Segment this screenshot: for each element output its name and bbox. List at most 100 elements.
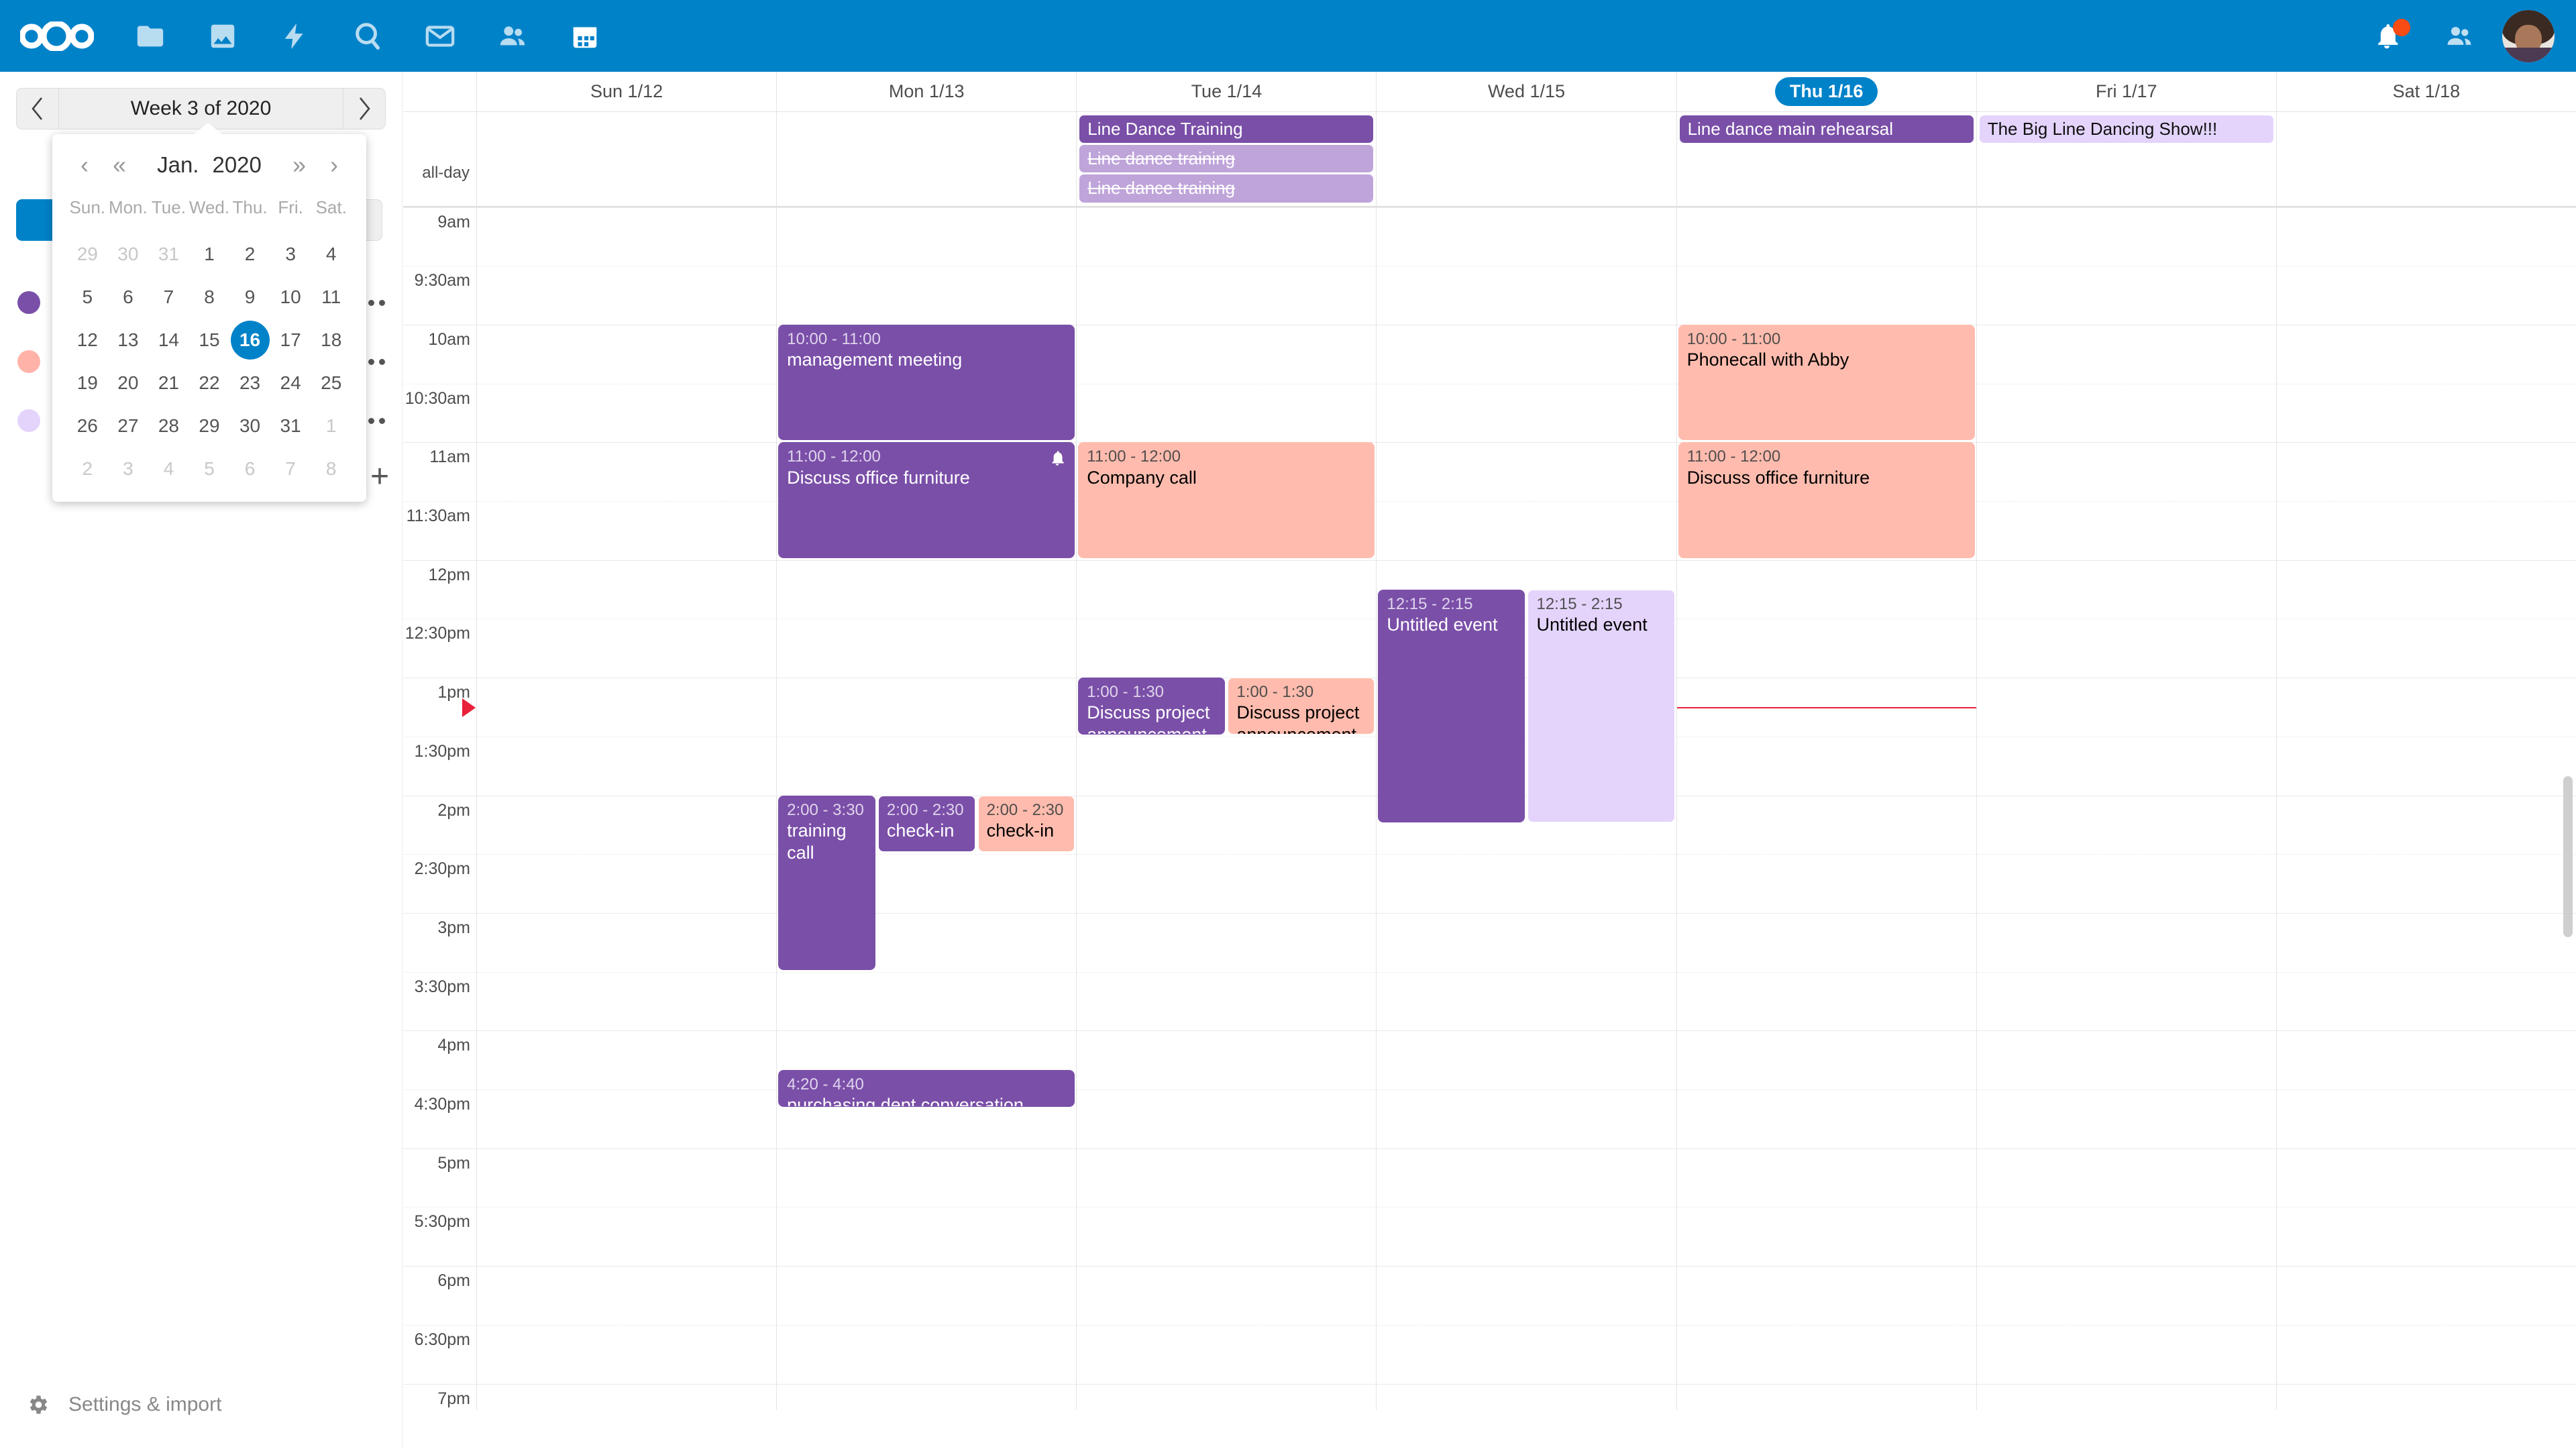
- settings-and-import-button[interactable]: Settings & import: [0, 1379, 402, 1430]
- date-picker-day[interactable]: 29: [199, 415, 220, 436]
- nav-mail[interactable]: [404, 0, 476, 72]
- day-header-4[interactable]: Thu 1/16: [1677, 72, 1977, 111]
- all-day-column-2[interactable]: Line Dance Training Line dance training Li…: [1077, 112, 1377, 206]
- date-picker-day[interactable]: 2: [244, 244, 256, 264]
- day-column-6[interactable]: [2276, 207, 2576, 1410]
- date-picker-day[interactable]: 29: [76, 244, 98, 264]
- date-picker-day[interactable]: 17: [280, 329, 301, 350]
- calendar-event[interactable]: 2:00 - 2:30 check-in: [977, 795, 1075, 853]
- date-picker-day[interactable]: 7: [285, 458, 296, 479]
- all-day-column-4[interactable]: Line dance main rehearsal: [1677, 112, 1977, 206]
- vertical-scrollbar[interactable]: [2563, 776, 2573, 937]
- all-day-event[interactable]: Line dance training: [1079, 174, 1374, 203]
- all-day-column-1[interactable]: [777, 112, 1077, 206]
- date-picker-day[interactable]: 30: [239, 415, 261, 436]
- date-picker-title[interactable]: Jan. 2020: [137, 152, 282, 178]
- calendar-event[interactable]: 10:00 - 11:00 management meeting: [778, 324, 1075, 441]
- all-day-column-3[interactable]: [1377, 112, 1677, 206]
- nav-contacts[interactable]: [476, 0, 549, 72]
- date-picker-day[interactable]: 28: [158, 415, 179, 436]
- date-picker-day-selected[interactable]: 16: [229, 319, 270, 362]
- nextcloud-logo[interactable]: [0, 21, 114, 51]
- prev-year-button[interactable]: «: [112, 151, 127, 178]
- date-picker-day[interactable]: 11: [321, 286, 341, 307]
- all-day-column-0[interactable]: [477, 112, 777, 206]
- calendar-event[interactable]: 11:00 - 12:00 Company call: [1078, 442, 1375, 558]
- date-picker-day[interactable]: 14: [158, 329, 179, 350]
- all-day-column-5[interactable]: The Big Line Dancing Show!!!: [1977, 112, 2277, 206]
- date-picker-day[interactable]: 4: [325, 244, 337, 264]
- week-title[interactable]: Week 3 of 2020: [58, 89, 343, 129]
- date-picker-day[interactable]: 9: [244, 286, 256, 307]
- calendar-event[interactable]: 11:00 - 12:00 Discuss office furniture: [1678, 442, 1975, 558]
- date-picker-day[interactable]: 2: [82, 458, 93, 479]
- calendar-actions-menu[interactable]: [358, 358, 385, 365]
- nav-photos[interactable]: [186, 0, 259, 72]
- calendar-list-item[interactable]: [0, 273, 402, 332]
- day-column-3[interactable]: 12:15 - 2:15 Untitled event 12:15 - 2:15 Un…: [1377, 207, 1677, 1410]
- next-year-button[interactable]: »: [292, 151, 307, 178]
- day-column-1[interactable]: 10:00 - 11:00 management meeting 11:00 - 1…: [777, 207, 1077, 1410]
- all-day-event[interactable]: Line dance main rehearsal: [1679, 115, 1974, 144]
- date-picker-day[interactable]: 22: [199, 372, 220, 393]
- date-picker-day[interactable]: 4: [163, 458, 174, 479]
- day-header-5[interactable]: Fri 1/17: [1977, 72, 2277, 111]
- calendar-event[interactable]: 12:15 - 2:15 Untitled event: [1378, 589, 1525, 823]
- nav-calendar[interactable]: [549, 0, 621, 72]
- day-column-2[interactable]: 11:00 - 12:00 Company call 1:00 - 1:30 Disc…: [1077, 207, 1377, 1410]
- date-picker-day[interactable]: 30: [117, 244, 139, 264]
- date-picker-day[interactable]: 21: [158, 372, 179, 393]
- calendar-list-item[interactable]: [0, 332, 402, 391]
- user-avatar[interactable]: [2502, 9, 2555, 62]
- calendar-event[interactable]: 4:20 - 4:40 purchasing dept conversation: [778, 1069, 1075, 1108]
- add-calendar-row[interactable]: +: [0, 450, 402, 504]
- date-picker-day[interactable]: 31: [280, 415, 301, 436]
- day-column-5[interactable]: [1976, 207, 2277, 1410]
- date-picker-day[interactable]: 6: [123, 286, 133, 307]
- date-picker-day[interactable]: 13: [117, 329, 139, 350]
- nav-activity[interactable]: [259, 0, 331, 72]
- day-header-3[interactable]: Wed 1/15: [1377, 72, 1677, 111]
- date-picker-day[interactable]: 20: [117, 372, 139, 393]
- date-picker-day[interactable]: 5: [82, 286, 93, 307]
- next-month-button[interactable]: ›: [330, 151, 338, 178]
- date-picker-day[interactable]: 1: [325, 415, 337, 436]
- date-picker-day[interactable]: 25: [321, 372, 342, 393]
- date-picker-day[interactable]: 12: [76, 329, 98, 350]
- date-picker-day[interactable]: 27: [117, 415, 139, 436]
- day-header-2[interactable]: Tue 1/14: [1077, 72, 1377, 111]
- date-picker-day[interactable]: 1: [204, 244, 215, 264]
- calendar-event[interactable]: 12:15 - 2:15 Untitled event: [1527, 589, 1675, 823]
- calendar-actions-menu[interactable]: [358, 299, 385, 306]
- calendar-event[interactable]: 10:00 - 11:00 Phonecall with Abby: [1678, 324, 1975, 441]
- date-picker-day[interactable]: 15: [199, 329, 220, 350]
- day-header-6[interactable]: Sat 1/18: [2277, 72, 2576, 111]
- calendar-event[interactable]: 2:00 - 3:30 training call: [778, 795, 875, 970]
- date-picker-day[interactable]: 7: [163, 286, 174, 307]
- date-picker-day[interactable]: 23: [239, 372, 261, 393]
- date-picker-day[interactable]: 8: [325, 458, 337, 479]
- calendar-event[interactable]: 11:00 - 12:00 Discuss office furniture: [778, 442, 1075, 558]
- all-day-event[interactable]: The Big Line Dancing Show!!!: [1979, 115, 2273, 144]
- all-day-column-6[interactable]: [2277, 112, 2576, 206]
- date-picker-day[interactable]: 3: [123, 458, 133, 479]
- day-header-0[interactable]: Sun 1/12: [477, 72, 777, 111]
- day-column-4[interactable]: 10:00 - 11:00 Phonecall with Abby 11:00 - …: [1676, 207, 1977, 1410]
- nav-files[interactable]: [114, 0, 186, 72]
- calendar-actions-menu[interactable]: [358, 417, 385, 424]
- date-picker-day[interactable]: 3: [285, 244, 296, 264]
- date-picker-day[interactable]: 10: [280, 286, 301, 307]
- prev-week-button[interactable]: [17, 89, 58, 129]
- all-day-event[interactable]: Line dance training: [1079, 145, 1374, 173]
- nav-search[interactable]: [331, 0, 404, 72]
- date-picker-day[interactable]: 5: [204, 458, 215, 479]
- date-picker-day[interactable]: 6: [244, 458, 256, 479]
- date-picker-day[interactable]: 31: [158, 244, 179, 264]
- date-picker-day[interactable]: 19: [76, 372, 98, 393]
- date-picker-day[interactable]: 24: [280, 372, 301, 393]
- plus-icon[interactable]: +: [370, 459, 390, 494]
- date-picker-day[interactable]: 8: [204, 286, 215, 307]
- date-picker-day[interactable]: 26: [76, 415, 98, 436]
- prev-month-button[interactable]: ‹: [80, 151, 89, 178]
